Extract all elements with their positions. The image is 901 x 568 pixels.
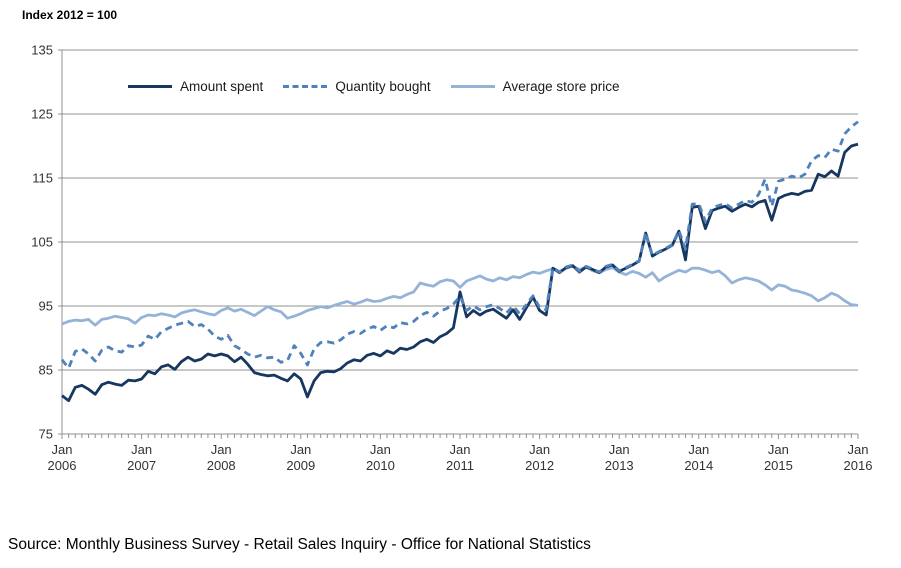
series-line-average-store-price: [61, 264, 859, 327]
series-line-quantity-bought: [60, 120, 859, 370]
x-axis-label-2008: Jan 2008: [207, 442, 236, 473]
x-axis-label-2009: Jan 2009: [286, 442, 315, 473]
x-axis-label-2011: Jan 2011: [446, 442, 474, 473]
x-axis-label-2010: Jan 2010: [366, 442, 395, 473]
chart-legend: Amount spent Quantity bought Average sto…: [128, 79, 619, 94]
y-axis-label-75: 75: [39, 427, 53, 442]
chart-title: Index 2012 = 100: [22, 8, 118, 22]
legend-item-amount-spent: Amount spent: [128, 79, 263, 94]
legend-item-average-store-price: Average store price: [450, 79, 620, 94]
y-axis-label-85: 85: [39, 363, 53, 378]
y-axis-label-95: 95: [39, 299, 53, 314]
x-axis-label-2016: Jan 2016: [844, 442, 873, 473]
y-axis-label-105: 105: [31, 235, 53, 250]
source-caption: Source: Monthly Business Survey - Retail…: [8, 536, 591, 553]
y-axis-label-115: 115: [32, 171, 53, 186]
y-axis-label-125: 125: [31, 107, 53, 122]
legend-label-amount-spent: Amount spent: [180, 79, 264, 94]
x-axis-label-2007: Jan 2007: [127, 442, 156, 473]
legend-label-quantity-bought: Quantity bought: [335, 79, 431, 94]
series-line-amount-spent: [61, 142, 859, 403]
legend-label-average-store-price: Average store price: [502, 79, 620, 94]
average-store-price-line-sample: [450, 85, 495, 88]
x-axis-label-2014: Jan 2014: [684, 442, 713, 473]
quantity-bought-line-sample: [283, 85, 328, 88]
x-axis-label-2013: Jan 2013: [605, 442, 634, 473]
amount-spent-line-sample: [128, 85, 172, 88]
y-axis-label-135: 135: [31, 43, 53, 58]
x-axis-label-2006: Jan 2006: [48, 442, 77, 473]
x-axis-label-2012: Jan 2012: [525, 442, 554, 473]
x-axis-label-2015: Jan 2015: [764, 442, 793, 473]
legend-item-quantity-bought: Quantity bought: [283, 79, 431, 94]
